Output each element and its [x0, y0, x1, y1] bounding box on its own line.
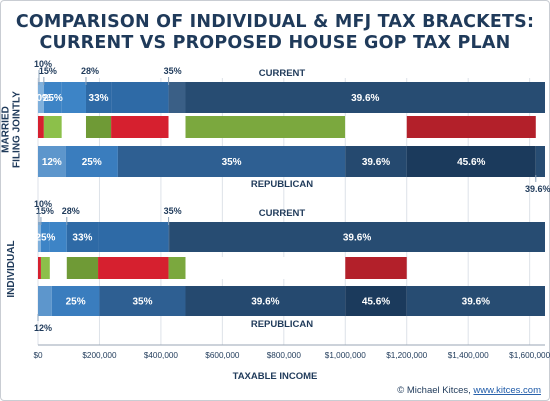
chart-title-line-2: CURRENT VS PROPOSED HOUSE GOP TAX PLAN: [40, 33, 511, 53]
segment-rate-label: 12%: [42, 157, 62, 168]
bar-segment: [49, 257, 67, 279]
segment-rate-label: 33%: [89, 93, 109, 104]
bar-segment: [43, 116, 62, 138]
bar-segment: [61, 82, 86, 113]
segment-rate-label: 25%: [66, 297, 86, 308]
x-tick-label: $200,000: [82, 351, 117, 360]
segment-rate-label: 39.6%: [251, 297, 279, 308]
bar-segment: [43, 82, 62, 113]
chart-title-line-1: COMPARISON OF INDIVIDUAL & MFJ TAX BRACK…: [16, 12, 534, 32]
bar-segment: [49, 222, 67, 252]
bar-segment: [38, 82, 44, 113]
bar-segment: [66, 222, 99, 252]
bar-segment: [406, 286, 545, 316]
bar-segment: [51, 286, 100, 316]
bar-segment: [169, 222, 545, 252]
bracket-annotation: 15%: [36, 206, 54, 216]
x-tick-label: $600,000: [205, 351, 240, 360]
x-tick-label: $800,000: [267, 351, 302, 360]
row-label-current: CURRENT: [259, 68, 306, 79]
bar-segment: [185, 286, 346, 316]
bar-segment: [85, 82, 112, 113]
x-tick-label: $1,200,000: [386, 351, 427, 360]
segment-rate-label: 25%: [43, 93, 63, 104]
bar-segment: [535, 146, 545, 177]
bar-segment: [168, 116, 186, 138]
segment-rate-label: 25%: [82, 157, 102, 168]
segment-rate-label: 33%: [72, 233, 92, 244]
bar-segment: [61, 116, 86, 138]
row-label-republican: REPUBLICAN: [251, 319, 313, 330]
bar-segment: [168, 222, 170, 252]
group-label: MARRIED: [1, 106, 12, 153]
bar-segment: [185, 257, 346, 279]
bracket-annotation: 28%: [62, 206, 80, 216]
bracket-annotation: 28%: [81, 66, 99, 76]
bar-segment: [168, 82, 186, 113]
bars-layer: [38, 82, 545, 316]
edge-annotation: 39.6%: [525, 184, 550, 194]
x-tick-label: $1,600,000: [509, 351, 550, 360]
row-label-current: CURRENT: [259, 208, 306, 219]
row-label-republican: REPUBLICAN: [251, 179, 313, 190]
segment-rate-label: 25%: [35, 233, 55, 244]
bar-segment: [98, 222, 169, 252]
bar-segment: [185, 116, 346, 138]
group-label: FILING JOINTLY: [12, 91, 23, 168]
bar-segment: [111, 82, 169, 113]
bar-segment: [111, 116, 169, 138]
bar-segment: [345, 257, 407, 279]
bar-segment: [38, 286, 52, 316]
bar-segment: [168, 257, 186, 279]
segment-rate-label: 39.6%: [362, 157, 390, 168]
credit-link[interactable]: www.kitces.com: [472, 385, 541, 396]
segment-rate-label: 45.6%: [457, 157, 485, 168]
bar-segment: [38, 146, 66, 177]
labels-layer: MARRIED FILING JOINTLY 10%25% 33% 39.6%CURRE…: [1, 59, 550, 333]
bracket-annotation: 15%: [39, 66, 57, 76]
x-tick-label: $0: [33, 351, 43, 360]
segment-rate-label: 39.6%: [462, 297, 490, 308]
bracket-annotation: 35%: [164, 206, 182, 216]
bar-segment: [40, 257, 50, 279]
bar-segment: [406, 116, 536, 138]
credit-line: © Michael Kitces, www.kitces.com: [397, 385, 541, 396]
segment-rate-label: 35%: [132, 297, 152, 308]
credit-text: © Michael Kitces,: [397, 385, 473, 396]
x-axis: $0 $200,000 $400,000 $600,000 $800,000 $1,000…: [33, 344, 550, 360]
bar-segment: [345, 116, 407, 138]
segment-rate-label: 45.6%: [362, 297, 390, 308]
bar-segment: [38, 257, 41, 279]
bracket-annotation: 35%: [164, 66, 182, 76]
bar-segment: [345, 146, 407, 177]
bar-segment: [65, 146, 118, 177]
bar-segment: [40, 222, 50, 252]
bar-segment: [345, 286, 407, 316]
x-axis-title: TAXABLE INCOME: [233, 371, 318, 382]
bar-segment: [406, 146, 536, 177]
segment-rate-label: 39.6%: [351, 93, 379, 104]
bar-segment: [66, 257, 99, 279]
x-tick-label: $1,000,000: [325, 351, 366, 360]
bar-segment: [185, 82, 545, 113]
x-tick-label: $1,400,000: [448, 351, 489, 360]
bar-segment: [99, 286, 186, 316]
bar-segment: [117, 146, 346, 177]
edge-annotation: 12%: [34, 323, 52, 333]
edge-annotation: 10%: [34, 199, 52, 209]
segment-rate-label: 39.6%: [343, 233, 371, 244]
group-label: INDIVIDUAL: [6, 240, 17, 297]
segment-rate-label: 35%: [222, 157, 242, 168]
x-tick-label: $400,000: [144, 351, 179, 360]
bar-segment: [38, 116, 44, 138]
bar-segment: [38, 222, 41, 252]
bar-segment: [85, 116, 112, 138]
bar-segment: [98, 257, 169, 279]
edge-annotation: 10%: [34, 59, 52, 69]
segment-rate-label: 10%: [31, 93, 51, 104]
